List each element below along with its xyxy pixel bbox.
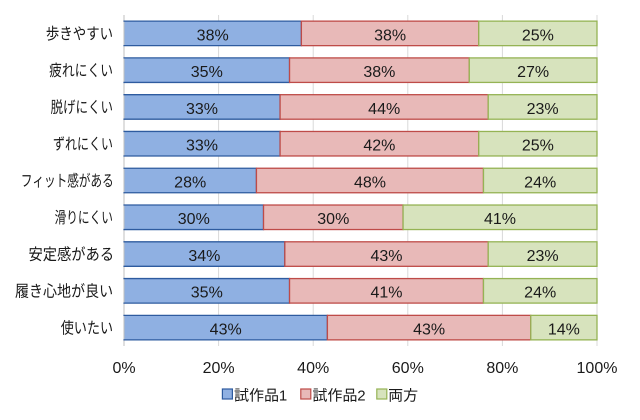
svg-text:38%: 38% — [363, 64, 395, 81]
svg-text:43%: 43% — [210, 322, 242, 339]
svg-text:33%: 33% — [186, 101, 218, 118]
svg-text:24%: 24% — [524, 174, 556, 191]
svg-text:2: 2 — [357, 388, 365, 405]
svg-text:41%: 41% — [370, 285, 402, 302]
svg-text:43%: 43% — [413, 322, 445, 339]
svg-text:41%: 41% — [484, 211, 516, 228]
svg-text:25%: 25% — [522, 27, 554, 44]
svg-text:40%: 40% — [297, 360, 329, 377]
svg-text:14%: 14% — [548, 322, 580, 339]
svg-text:30%: 30% — [317, 211, 349, 228]
svg-text:23%: 23% — [527, 248, 559, 265]
svg-text:24%: 24% — [524, 285, 556, 302]
svg-text:23%: 23% — [527, 101, 559, 118]
svg-text:20%: 20% — [203, 360, 235, 377]
svg-text:60%: 60% — [392, 360, 424, 377]
svg-text:27%: 27% — [517, 64, 549, 81]
svg-text:42%: 42% — [363, 138, 395, 155]
svg-text:1: 1 — [279, 388, 287, 405]
svg-text:28%: 28% — [174, 174, 206, 191]
svg-text:25%: 25% — [522, 138, 554, 155]
svg-text:30%: 30% — [178, 211, 210, 228]
svg-text:33%: 33% — [186, 138, 218, 155]
svg-text:38%: 38% — [197, 27, 229, 44]
svg-text:34%: 34% — [188, 248, 220, 265]
svg-text:80%: 80% — [486, 360, 518, 377]
svg-text:38%: 38% — [374, 27, 406, 44]
svg-text:48%: 48% — [354, 174, 386, 191]
svg-text:44%: 44% — [368, 101, 400, 118]
svg-text:100%: 100% — [577, 360, 618, 377]
svg-text:0%: 0% — [112, 360, 135, 377]
svg-text:35%: 35% — [191, 64, 223, 81]
svg-text:43%: 43% — [370, 248, 402, 265]
svg-text:35%: 35% — [191, 285, 223, 302]
